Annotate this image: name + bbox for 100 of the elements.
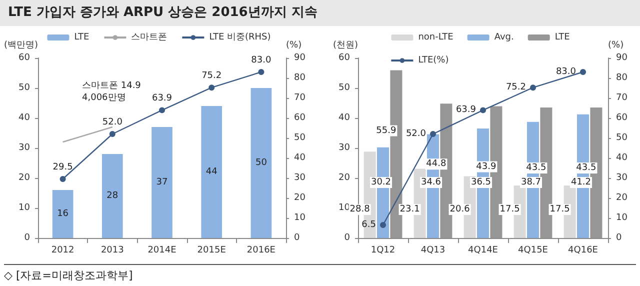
y-axis-title: (천원) (332, 40, 358, 50)
data-label: 30.2 (370, 178, 392, 188)
legend-label: LTE(%) (418, 56, 449, 66)
legend-label: LTE (554, 32, 570, 42)
point (380, 222, 386, 228)
y2-tick-label: 0 (294, 233, 300, 243)
y-tick-label: 40 (338, 113, 350, 123)
bar (52, 190, 74, 238)
text: ◇ [자료=미래창조과학부] (4, 268, 134, 283)
data-label: 23.1 (400, 204, 420, 214)
x-tick-label: 4Q15E (518, 246, 548, 256)
point (60, 176, 66, 182)
data-label: 52.0 (406, 129, 426, 139)
legend-label: LTE (74, 32, 90, 42)
y-tick-label: 20 (338, 173, 350, 183)
y2-tick-label: 90 (294, 53, 306, 63)
y-tick-label: 50 (18, 83, 30, 93)
data-label: 83.0 (556, 67, 576, 77)
y2-tick-label: 40 (294, 153, 306, 163)
data-label: 37 (156, 178, 168, 188)
y2-tick-label: 0 (616, 233, 622, 243)
y2-tick-label: 60 (616, 113, 628, 123)
y2-tick-label: 40 (616, 153, 628, 163)
y2-tick-label: 10 (616, 213, 628, 223)
data-label: 28.8 (350, 204, 370, 214)
y2-tick-label: 20 (294, 193, 306, 203)
point (430, 131, 436, 137)
data-label: 50 (255, 158, 268, 168)
point (258, 69, 264, 75)
legend-label: 스마트폰 (131, 32, 168, 42)
y2-tick-label: 70 (616, 93, 628, 103)
data-label: 28 (106, 191, 118, 201)
data-label: 83.0 (251, 56, 272, 66)
y2-tick-label: 10 (294, 213, 306, 223)
data-label: 44 (206, 167, 218, 177)
y-tick-label: 20 (18, 173, 30, 183)
data-label: 38.7 (520, 178, 542, 188)
annotation: 스마트폰 14.9 4,006만명 (82, 81, 142, 103)
y2-tick-label: 50 (294, 133, 306, 143)
data-label: 75.2 (202, 71, 222, 82)
data-label: 16 (57, 209, 69, 219)
data-label: 44.8 (426, 159, 446, 170)
y2-tick-label: 30 (616, 173, 628, 183)
x-tick-label: 2016E (246, 246, 276, 256)
data-label: 63.9 (456, 105, 476, 116)
data-label: 63.9 (152, 94, 172, 104)
data-label: 52.0 (102, 118, 123, 128)
bar (201, 106, 222, 238)
point (580, 69, 586, 75)
data-label: 43.9 (476, 162, 496, 172)
y2-tick-label: 70 (294, 93, 306, 103)
y2-tick-label: 50 (616, 133, 628, 143)
x-tick-label: 4Q16E (568, 246, 598, 256)
data-label: 17.5 (550, 204, 570, 214)
point (208, 84, 215, 91)
x-tick-label: 2012 (51, 246, 74, 256)
data-label: 43.5 (526, 163, 546, 173)
y2-axis-title: (%) (286, 40, 302, 50)
point (159, 107, 165, 114)
y-tick-label: 30 (338, 143, 350, 153)
data-label: 43.5 (576, 163, 596, 173)
data-label: 55.9 (376, 126, 396, 136)
legend-label: Avg. (494, 32, 514, 42)
bar (152, 127, 172, 238)
point (109, 131, 116, 137)
data-label: 41.2 (570, 178, 592, 188)
legend-label: LTE 비중(RHS) (209, 32, 271, 42)
y2-axis-title: (%) (608, 40, 624, 50)
x-tick-label: 2013 (100, 246, 124, 256)
y2-tick-label: 90 (616, 53, 628, 63)
y-tick-label: 10 (18, 203, 30, 213)
y2-tick-label: 60 (294, 113, 306, 123)
y2-tick-label: 30 (294, 173, 306, 183)
data-label: 17.5 (500, 204, 520, 214)
y-tick-label: 40 (18, 113, 30, 123)
y-tick-label: 0 (24, 233, 30, 243)
point (480, 107, 486, 114)
legend-label: non-LTE (418, 32, 454, 42)
x-tick-label: 2015E (197, 246, 226, 256)
data-label: 29.5 (52, 162, 73, 172)
x-tick-label: 2014E (148, 246, 177, 256)
y-tick-label: 30 (18, 143, 30, 153)
y2-tick-label: 80 (616, 73, 628, 83)
data-label: 36.5 (470, 178, 492, 188)
data-label: 6.5 (362, 220, 376, 230)
y2-tick-label: 20 (616, 193, 628, 203)
point (530, 84, 536, 91)
y2-tick-label: 80 (294, 73, 306, 83)
x-tick-label: 1Q12 (370, 246, 396, 256)
bar (250, 88, 272, 238)
x-tick-label: 4Q14E (468, 246, 498, 256)
y-tick-label: 0 (344, 233, 350, 243)
data-label: 75.2 (506, 82, 526, 93)
y-tick-label: 60 (338, 53, 350, 63)
y-tick-label: 50 (338, 83, 350, 93)
y-axis-title: (백만명) (4, 40, 38, 50)
x-tick-label: 4Q13 (420, 246, 446, 256)
data-label: 20.6 (450, 204, 470, 214)
bar (102, 154, 123, 238)
data-label: 34.6 (420, 178, 442, 188)
